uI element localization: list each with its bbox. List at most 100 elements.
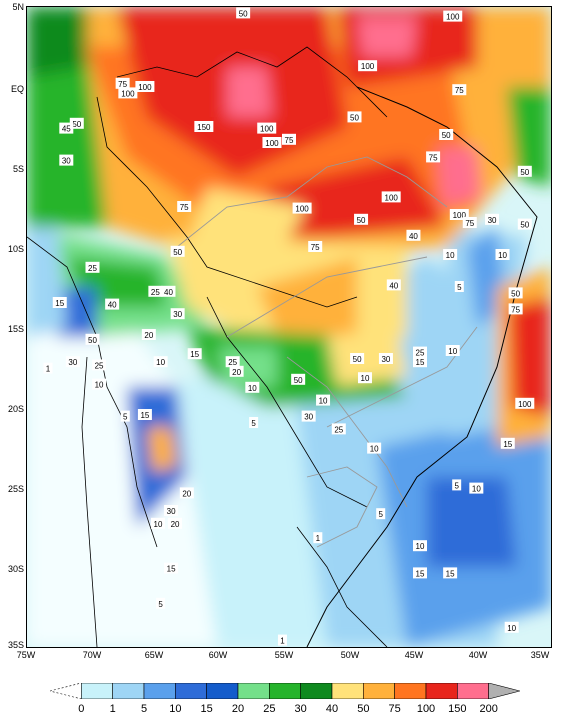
contour-label-text: 75 <box>311 243 320 252</box>
contour-label-text: 10 <box>416 542 425 551</box>
contour-label-text: 25 <box>95 361 104 370</box>
colorbar-tick-label: 1 <box>109 703 116 715</box>
contour-label: 25 <box>148 285 163 297</box>
contour-label: 50 <box>354 213 369 225</box>
contour-label: 30 <box>164 505 179 516</box>
contour-label-text: 20 <box>144 331 153 340</box>
contour-label-text: 100 <box>361 62 375 71</box>
contour-label: 45 <box>59 122 74 134</box>
contour-label: 10 <box>443 249 458 260</box>
contour-label: 40 <box>386 279 401 291</box>
contour-label-text: 1 <box>46 365 51 374</box>
contour-label-text: 10 <box>472 485 481 494</box>
contour-label: 100 <box>135 81 155 92</box>
lon-label: 55W <box>274 650 294 660</box>
colorbar-swatch <box>112 683 145 699</box>
contour-label: 30 <box>485 213 500 225</box>
lat-label: 10S <box>7 244 24 254</box>
contour-label-text: 50 <box>520 168 529 177</box>
contour-label: 25 <box>85 261 100 273</box>
contour-label: 5 <box>454 281 464 292</box>
contour-label: 50 <box>508 287 523 299</box>
lon-label: 75W <box>16 650 36 660</box>
contour-label-text: 50 <box>173 248 182 257</box>
contour-label-text: 50 <box>88 336 97 345</box>
contour-label-text: 10 <box>370 445 379 454</box>
precipitation-map: 50 100 100 75 75 100 100 50 45 150 50 100 100 75 50 30 7… <box>26 6 552 648</box>
contour-label: 75 <box>508 303 523 315</box>
contour-label: 5 <box>249 417 259 428</box>
lon-label: 45W <box>404 650 424 660</box>
colorbar-tick-label: 200 <box>479 703 498 715</box>
contour-label: 10 <box>245 381 260 393</box>
lat-label: 25S <box>7 484 24 494</box>
contour-label-text: 40 <box>108 301 117 310</box>
contour-label-text: 75 <box>118 80 127 89</box>
contour-label-text: 50 <box>294 376 303 385</box>
contour-label-text: 45 <box>62 125 71 134</box>
contour-label: 25 <box>225 356 240 368</box>
colorbar-swatch <box>425 683 458 699</box>
colorbar-tick-label: 150 <box>448 703 467 715</box>
contour-label-text: 20 <box>171 520 180 529</box>
precip-field <box>27 7 551 647</box>
colorbar-tick-label: 25 <box>263 703 276 715</box>
contour-label: 75 <box>115 77 130 89</box>
colorbar-swatch <box>331 683 364 699</box>
contour-label: 15 <box>164 562 179 574</box>
contour-label-text: 20 <box>182 489 191 498</box>
contour-label-text: 100 <box>265 139 279 148</box>
contour-label: 15 <box>187 348 202 360</box>
lon-label: 50W <box>340 650 360 660</box>
contour-label: 50 <box>439 129 454 140</box>
colorbar-swatch <box>50 683 82 699</box>
contour-label-text: 5 <box>158 600 163 609</box>
contour-label-text: 15 <box>416 358 425 367</box>
colorbar-swatch <box>300 683 333 699</box>
contour-label-text: 10 <box>361 374 370 383</box>
contour-label: 10 <box>495 249 510 260</box>
contour-label-text: 40 <box>164 288 173 297</box>
contour-label: 50 <box>517 165 532 177</box>
contour-label-text: 5 <box>378 510 383 519</box>
contour-label: 10 <box>316 394 331 406</box>
contour-label-text: 100 <box>453 211 467 220</box>
contour-label-text: 10 <box>156 358 165 367</box>
contour-label: 30 <box>59 154 74 166</box>
contour-label-text: 25 <box>334 425 343 434</box>
contour-label: 10 <box>151 517 165 529</box>
colorbar-tick-label: 15 <box>200 703 213 715</box>
contour-label-text: 100 <box>518 400 532 409</box>
contour-label: 50 <box>347 111 362 123</box>
colorbar-swatch <box>457 683 489 699</box>
contour-label: 100 <box>257 122 277 134</box>
colorbar-tick-label: 40 <box>325 703 339 715</box>
contour-label: 20 <box>141 329 156 340</box>
contour-label: 30 <box>170 308 185 320</box>
contour-label-text: 50 <box>353 355 362 364</box>
contour-label: 10 <box>357 372 372 384</box>
contour-label-text: 10 <box>507 624 516 633</box>
contour-label-text: 100 <box>260 125 274 134</box>
contour-label-text: 75 <box>429 153 438 162</box>
lon-label: 70W <box>82 650 102 660</box>
contour-label: 25 <box>413 346 427 358</box>
contour-label: 75 <box>462 217 477 228</box>
contour-label-text: 100 <box>295 205 309 214</box>
lon-label: 35W <box>530 650 550 660</box>
colorbar-swatch <box>488 683 520 699</box>
lon-label: 65W <box>144 650 164 660</box>
contour-label: 50 <box>517 218 532 230</box>
contour-label: 30 <box>65 356 80 368</box>
contour-label: 100 <box>358 60 378 72</box>
contour-label: 75 <box>426 151 441 163</box>
contour-label: 5 <box>156 597 166 609</box>
contour-label: 75 <box>282 133 296 145</box>
contour-label: 20 <box>229 365 244 377</box>
contour-label-text: 10 <box>448 347 457 356</box>
contour-label: 50 <box>291 373 306 385</box>
contour-label-text: 15 <box>446 569 455 578</box>
contour-label: 100 <box>292 202 312 214</box>
